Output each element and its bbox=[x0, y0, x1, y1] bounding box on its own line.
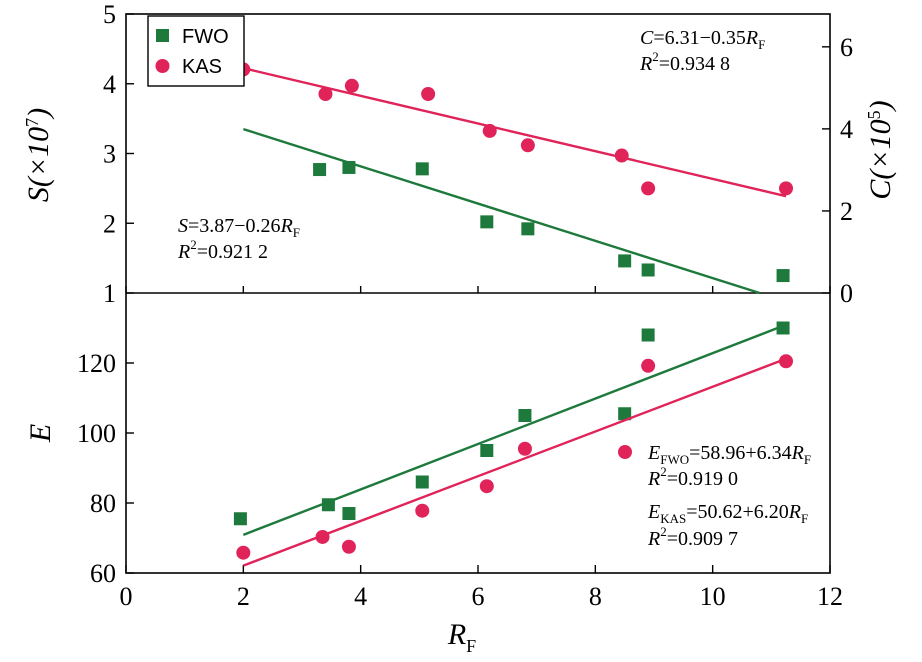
legend-fwo-marker bbox=[156, 29, 169, 42]
x-tick-label: 12 bbox=[817, 582, 843, 611]
bottom-kas-point bbox=[517, 441, 532, 456]
top-kas-point bbox=[344, 78, 359, 93]
bottom-fwo-point bbox=[776, 321, 790, 335]
equation-ekas: EKAS=50.62+6.20RF R2=0.909 7 bbox=[647, 501, 808, 550]
bottom-kas-point bbox=[641, 358, 656, 373]
legend-box bbox=[147, 15, 245, 87]
bottom-kas-point bbox=[236, 545, 251, 560]
top-kas-point bbox=[482, 123, 497, 138]
y-left-tick-label: 1 bbox=[103, 279, 116, 308]
top-fwo-point bbox=[313, 163, 327, 177]
x-tick-label: 10 bbox=[700, 582, 726, 611]
bottom-kas-point bbox=[341, 539, 356, 554]
bottom-kas-point bbox=[415, 503, 430, 518]
bottom-kas-point bbox=[479, 479, 494, 494]
y-left-tick-label: 2 bbox=[103, 209, 116, 238]
y-left-tick-label: 4 bbox=[103, 70, 116, 99]
y-bottom-axis-title: E bbox=[24, 424, 57, 443]
top-kas-point bbox=[641, 181, 656, 196]
legend: FWO KAS bbox=[147, 15, 245, 87]
equation-s: S=3.87−0.26RF R2=0.921 2 bbox=[177, 215, 300, 263]
bottom-fwo-point bbox=[480, 444, 494, 457]
bottom-kas-fit-line bbox=[242, 357, 787, 567]
legend-fwo-label: FWO bbox=[182, 26, 229, 48]
equation-ekas-line1: EKAS=50.62+6.20RF bbox=[647, 501, 808, 526]
equation-s-line1: S=3.87−0.26RF bbox=[178, 215, 300, 240]
y-right-tick-label: 0 bbox=[840, 279, 853, 308]
y-left-tick-label: 3 bbox=[103, 140, 116, 169]
equation-s-line2: R2=0.921 2 bbox=[177, 237, 268, 263]
legend-kas-label: KAS bbox=[182, 56, 222, 78]
equation-efwo-marker bbox=[618, 445, 632, 459]
bottom-fwo-point bbox=[321, 498, 335, 512]
y-bottom-tick-label: 80 bbox=[90, 489, 116, 518]
top-fwo-point bbox=[415, 162, 429, 176]
y-bottom-tick-label: 120 bbox=[77, 349, 116, 378]
bottom-kas-point bbox=[779, 354, 793, 369]
y-right-tick-label: 2 bbox=[840, 197, 853, 226]
bottom-fwo-point bbox=[342, 507, 356, 520]
y-right-axis-title: C(×105) bbox=[864, 100, 897, 199]
x-axis-title: RF bbox=[447, 618, 476, 656]
x-tick-label: 6 bbox=[472, 582, 485, 611]
top-kas-fit-line bbox=[243, 66, 787, 198]
top-kas-point bbox=[779, 181, 793, 196]
x-tick-labels: 0 2 4 6 8 10 12 bbox=[120, 582, 844, 611]
equation-c-line1: C=6.31−0.35RF bbox=[640, 27, 765, 52]
y-left-tick-label: 5 bbox=[103, 0, 116, 29]
top-fwo-point bbox=[618, 254, 632, 268]
bottom-panel: 60 80 100 120 bbox=[77, 321, 831, 588]
equation-efwo-line1: EFWO=58.96+6.34RF bbox=[647, 442, 811, 467]
equation-ekas-line2: R2=0.909 7 bbox=[647, 524, 738, 550]
x-tick-label: 2 bbox=[237, 582, 250, 611]
y-bottom-tick-label: 60 bbox=[90, 559, 116, 588]
top-fwo-point bbox=[641, 263, 655, 277]
legend-kas-marker bbox=[155, 59, 170, 73]
x-tick-label: 0 bbox=[120, 582, 133, 611]
bottom-fwo-point bbox=[618, 407, 632, 421]
y-bottom-tick-label: 100 bbox=[77, 419, 116, 448]
bottom-fwo-point bbox=[518, 409, 532, 422]
top-fwo-point bbox=[480, 215, 494, 229]
equation-c: C=6.31−0.35RF R2=0.934 8 bbox=[639, 27, 765, 75]
top-kas-point bbox=[318, 87, 333, 102]
bottom-kas-point bbox=[315, 529, 330, 544]
equation-c-line2: R2=0.934 8 bbox=[639, 49, 730, 75]
top-fwo-fit-line bbox=[242, 127, 760, 295]
equation-efwo: EFWO=58.96+6.34RF R2=0.919 0 bbox=[618, 442, 811, 490]
y-left-axis-title: S(×107) bbox=[22, 108, 55, 202]
top-fwo-point bbox=[521, 222, 535, 236]
x-tick-label: 4 bbox=[354, 582, 367, 611]
y-right-tick-label: 6 bbox=[840, 33, 853, 62]
top-kas-point bbox=[421, 87, 436, 102]
bottom-fwo-point bbox=[415, 475, 429, 489]
top-fwo-point bbox=[776, 269, 790, 283]
x-tick-label: 8 bbox=[589, 582, 602, 611]
top-fwo-point bbox=[342, 160, 356, 174]
y-right-tick-label: 4 bbox=[840, 115, 853, 144]
top-kas-point bbox=[614, 148, 629, 163]
top-kas-point bbox=[520, 138, 535, 153]
equation-efwo-line2: R2=0.919 0 bbox=[647, 464, 738, 490]
bottom-fwo-point bbox=[641, 328, 655, 342]
bottom-fwo-point bbox=[233, 512, 247, 526]
